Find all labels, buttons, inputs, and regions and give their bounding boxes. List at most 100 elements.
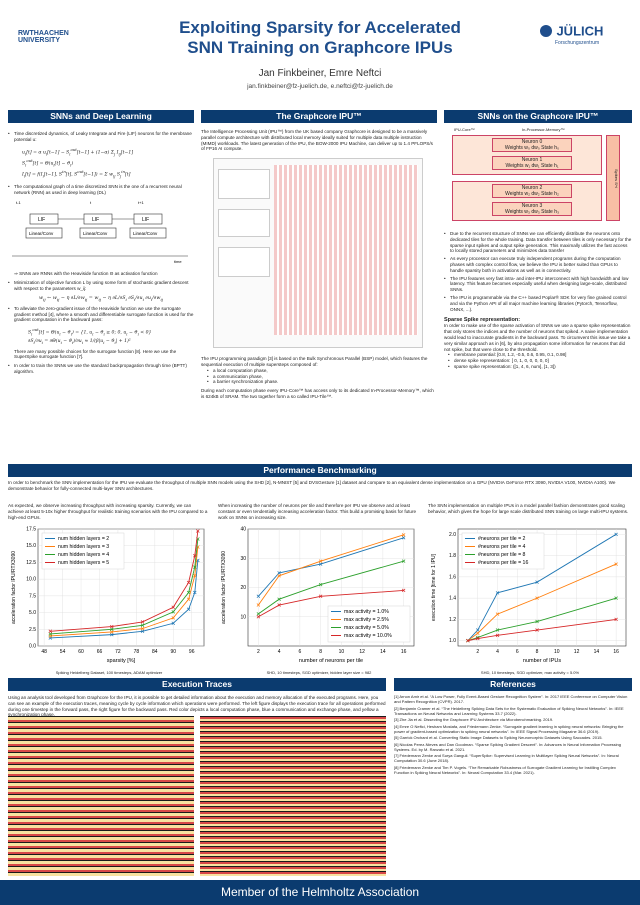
x-axis-label: number of IPUs [523,658,561,664]
x-axis-label: number of neurons per tile [299,658,363,664]
x-tick-label: 14 [380,649,386,655]
lif-block-3: LIF Linear/Conv [129,213,167,238]
ipu-memory-label: In-Processor-Memory™ [522,127,565,132]
data-point [495,591,500,595]
data-point [110,630,114,634]
spikes-bar: Spikes S^t [606,135,620,221]
y-axis-label: acceleration factor IPU/RTX3090 [221,551,227,624]
snn-text-1: Time discretized dynamics, of Leaky Inte… [8,131,194,143]
data-point [186,597,191,601]
data-point [110,624,114,629]
y-tick-label: 5.0 [29,610,36,616]
refs-section: References [1] Arnon Amir et al. “A Low … [394,678,632,776]
data-point [401,536,406,540]
perf-section: Performance Benchmarking [8,464,632,484]
data-point [614,596,618,600]
data-point [193,565,197,569]
data-point [171,610,176,614]
data-point [277,603,281,607]
chart-neurons-per-tile: 10 20 30 40 2 4 6 8 10 12 14 16 number of neurons pe… [221,527,415,664]
chart-sparsity: 0.0 2.5 5.0 7.5 10.0 12.5 15.0 17.5 48 54 60 66 72 78… [11,527,205,664]
snn-ipu-heading: SNNs on the Graphcore IPU™ [444,110,632,123]
ipu-memory-callout [218,247,270,278]
caption-2: SHD, 10 timesteps, SGD optimizer, hidden… [266,670,372,675]
data-point [256,603,261,607]
sparse-example-1: membrane potential: [0.8, 1.2, -0.5, 0.6… [448,352,632,358]
juelich-logo-sub: Forschungszentrum [555,40,600,46]
data-point [48,629,53,634]
svg-text:LIF: LIF [38,217,45,223]
exec-heading: Execution Traces [8,678,386,691]
data-point [171,621,176,626]
legend-label: #neurons per tile = 8 [478,552,526,558]
emails[interactable]: jan.finkbeiner@fz-juelich.de, e.neftci@f… [247,83,393,90]
y-tick-label: 30 [240,556,246,562]
snn-heading: SNNs and Deep Learning [8,110,194,123]
caption-1: Spiking Heidelberg Dataset, 100 timestep… [55,670,163,675]
data-point [476,628,480,632]
data-point [401,533,406,537]
neuron-0: Neuron 0 Weights w₀ dw₀ State h₀ [492,138,572,152]
legend-box [41,532,125,570]
refs-heading: References [394,678,632,691]
reference-item: [1] Arnon Amir et al. “A Low Power, Full… [394,694,628,704]
legend-label: max activity = 10.0% [344,633,392,639]
lif-block-2: LIF Linear/Conv [79,213,117,238]
svg-text:LIF: LIF [142,217,149,223]
data-point [535,628,539,632]
legend-label: #neurons per tile = 16 [478,560,528,566]
ipu-core-callout [218,209,270,238]
x-tick-label: 10 [554,649,560,655]
sparse-example-2: dense spike representation: [ 0, 1, 0, 0… [448,358,632,364]
reference-item: [5] Garrick Orchard et al. Converting St… [394,735,603,740]
ipu-architecture-diagram [213,158,423,349]
svg-text:Linear/Conv: Linear/Conv [133,231,158,236]
exec-text: Using an analysis tool developed from Gr… [8,695,386,718]
data-point [318,559,323,563]
data-point [476,636,480,641]
x-tick-label: 96 [189,649,195,655]
juelich-logo-mark [540,24,552,37]
authors: Jan Finkbeiner, Emre Neftci [258,68,382,79]
data-point [535,619,539,624]
snn-text-2: The computational graph of a time discre… [8,184,194,196]
svg-text:LIF: LIF [92,217,99,223]
refs-list: [1] Arnon Amir et al. “A Low Power, Full… [394,694,632,775]
x-tick-label: 2 [476,649,479,655]
data-point [140,623,145,628]
x-tick-label: 2 [257,649,260,655]
y-tick-label: 10.0 [26,577,36,583]
snn-text-3: ⇒ SNNs are RNNs with the Heaviside funct… [14,270,158,276]
snn-section: SNNs and Deep Learning Time discretized … [8,110,194,450]
y-tick-label: 0.0 [29,644,36,650]
data-point [401,588,406,593]
ipu-phase-2: a communication phase, [207,374,437,380]
y-tick-label: 1.4 [449,596,456,602]
y-tick-label: 1.8 [449,553,456,559]
legend-label: num hidden layers = 2 [58,536,109,542]
x-tick-label: 84 [152,649,158,655]
data-point [401,559,406,563]
data-point [256,612,261,616]
reference-item: [3] Zhe Jia et al. Dissecting the Graphc… [394,717,554,722]
data-point [318,594,323,599]
data-point [140,620,145,624]
legend-box [327,605,411,643]
data-point [277,571,281,575]
y-tick-label: 12.5 [26,560,36,566]
data-point [256,594,261,599]
legend-label: max activity = 1.0% [344,609,389,615]
reference-item: [2] Benjamin Cramer et al. “The Heidelbe… [394,705,624,716]
y-tick-label: 7.5 [29,593,36,599]
data-point [186,590,191,595]
data-point [466,638,470,643]
x-tick-label: 16 [401,649,407,655]
y-tick-label: 15.0 [26,543,36,549]
legend-label: #neurons per tile = 4 [478,544,526,550]
x-tick-label: 72 [115,649,121,655]
data-point [277,574,281,578]
x-tick-label: 8 [536,649,539,655]
y-tick-label: 2.5 [29,627,36,633]
data-point [535,580,539,584]
time-axis-label: time [174,259,182,264]
